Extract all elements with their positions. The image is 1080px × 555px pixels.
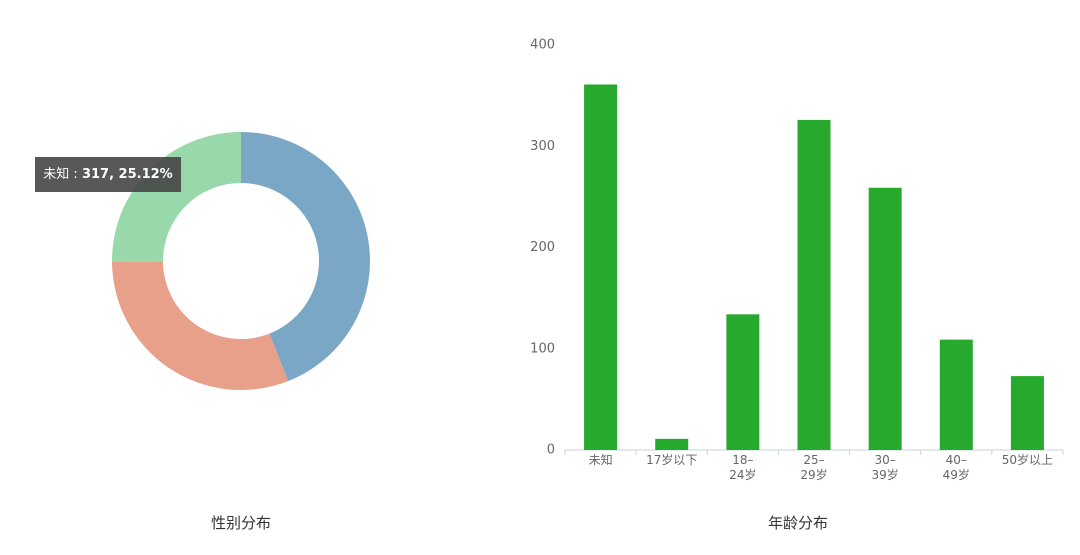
- x-tick-label: 40– 49岁: [942, 453, 970, 482]
- pie-title: 性别分布: [210, 514, 271, 532]
- y-tick-label: 100: [530, 341, 555, 356]
- bar-title: 年龄分布: [767, 514, 828, 532]
- y-tick-label: 300: [530, 139, 555, 154]
- x-tick-label: 50岁以上: [1001, 453, 1054, 467]
- pie-slice: [112, 132, 241, 262]
- y-tick-label: 0: [547, 443, 555, 458]
- x-tick-label: 30– 39岁: [871, 453, 899, 482]
- y-tick-label: 200: [530, 240, 555, 255]
- bar: [868, 187, 902, 450]
- bar: [655, 438, 689, 450]
- pie-slice: [241, 132, 370, 382]
- bar: [726, 314, 760, 450]
- bar: [584, 84, 618, 451]
- tooltip-label: 未知 :: [43, 167, 78, 182]
- x-tick-label: 未知: [588, 453, 613, 467]
- bar: [797, 119, 831, 451]
- x-tick-label: 17岁以下: [646, 453, 698, 467]
- x-tick-label: 25– 29岁: [800, 453, 828, 482]
- y-tick-label: 400: [530, 38, 555, 53]
- x-tick-label: 18– 24岁: [729, 453, 757, 482]
- tooltip-value: 317, 25.12%: [81, 167, 173, 182]
- pie-slice: [112, 261, 289, 390]
- bar: [939, 339, 973, 450]
- tooltip: 未知 : 317, 25.12%: [35, 157, 181, 192]
- bar: [1010, 376, 1044, 450]
